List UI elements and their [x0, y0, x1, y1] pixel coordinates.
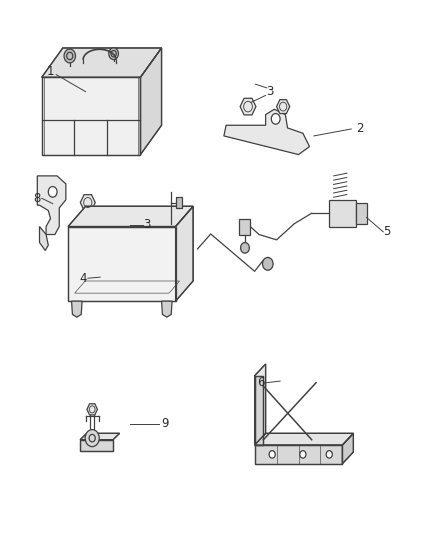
- Polygon shape: [68, 206, 193, 227]
- Polygon shape: [68, 227, 175, 301]
- Text: 8: 8: [34, 192, 41, 205]
- Polygon shape: [39, 227, 48, 251]
- Circle shape: [64, 49, 75, 63]
- Text: 3: 3: [266, 85, 273, 98]
- Polygon shape: [175, 197, 182, 208]
- Ellipse shape: [94, 442, 107, 449]
- Polygon shape: [254, 445, 342, 464]
- Circle shape: [268, 451, 275, 458]
- Polygon shape: [161, 301, 172, 317]
- Circle shape: [299, 451, 305, 458]
- Polygon shape: [276, 100, 289, 114]
- Polygon shape: [254, 364, 265, 445]
- Polygon shape: [223, 109, 309, 155]
- Polygon shape: [140, 48, 161, 155]
- Polygon shape: [80, 433, 119, 440]
- Text: 9: 9: [160, 417, 168, 430]
- Polygon shape: [355, 203, 366, 224]
- Polygon shape: [254, 433, 353, 445]
- Text: 4: 4: [79, 272, 87, 285]
- Circle shape: [48, 187, 57, 197]
- Polygon shape: [37, 176, 66, 235]
- Polygon shape: [175, 206, 193, 301]
- Text: 3: 3: [143, 219, 150, 231]
- Polygon shape: [87, 404, 97, 415]
- Polygon shape: [239, 219, 250, 235]
- Polygon shape: [71, 301, 82, 317]
- Circle shape: [240, 243, 249, 253]
- Polygon shape: [80, 440, 113, 451]
- Circle shape: [109, 48, 118, 60]
- Text: 5: 5: [382, 225, 389, 238]
- Circle shape: [262, 257, 272, 270]
- Polygon shape: [42, 77, 140, 155]
- Polygon shape: [42, 48, 161, 77]
- Polygon shape: [80, 195, 95, 211]
- Polygon shape: [240, 98, 255, 115]
- Text: 2: 2: [355, 123, 363, 135]
- Polygon shape: [254, 376, 262, 445]
- Circle shape: [85, 430, 99, 447]
- Circle shape: [271, 114, 279, 124]
- Text: 6: 6: [257, 376, 265, 389]
- Text: 1: 1: [46, 66, 54, 78]
- Circle shape: [325, 451, 332, 458]
- Polygon shape: [342, 433, 353, 464]
- Polygon shape: [328, 200, 355, 227]
